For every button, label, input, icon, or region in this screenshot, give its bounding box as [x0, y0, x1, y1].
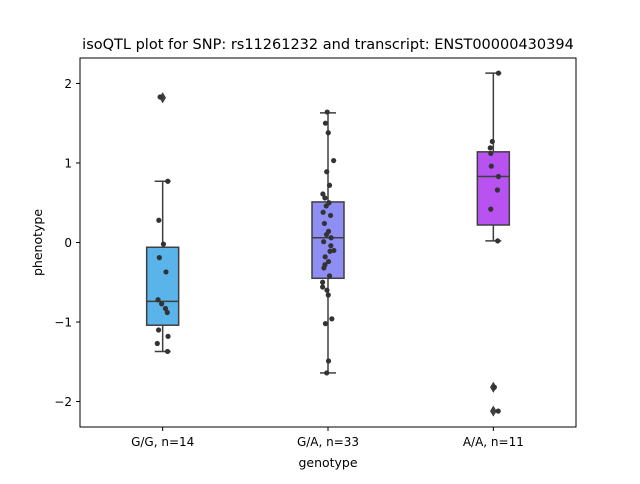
data-point — [325, 258, 332, 265]
data-point — [321, 265, 327, 271]
box-group-2 — [311, 112, 345, 374]
data-point — [495, 173, 502, 180]
data-point — [324, 169, 330, 175]
chart-title: isoQTL plot for SNP: rs11261232 and tran… — [82, 37, 574, 53]
data-point — [155, 327, 162, 333]
axes: −2 −1 0 1 2 G/G, n=14 G/A, n=33 A/A, n=11 — [54, 77, 524, 449]
data-point — [165, 333, 171, 339]
data-point — [156, 255, 162, 261]
data-point — [320, 284, 326, 290]
data-point — [487, 145, 493, 151]
data-point — [162, 305, 169, 312]
data-point — [156, 217, 162, 223]
data-point — [321, 239, 327, 245]
data-point — [494, 187, 501, 193]
data-point — [488, 163, 494, 169]
data-point — [488, 150, 494, 157]
x-tick-label: G/G, n=14 — [131, 435, 194, 449]
y-tick-label: −1 — [54, 316, 72, 330]
iqr-box — [476, 151, 511, 226]
data-point — [154, 340, 160, 347]
data-point — [328, 235, 334, 241]
data-point — [325, 358, 332, 364]
data-point — [159, 301, 165, 307]
iqr-box — [311, 201, 345, 280]
data-point — [324, 370, 330, 376]
x-axis-label: genotype — [298, 455, 357, 470]
data-point — [491, 384, 497, 390]
data-point — [322, 254, 328, 260]
y-tick-label: −2 — [54, 395, 72, 409]
x-tick-label: A/A, n=11 — [463, 435, 524, 449]
data-point — [324, 287, 330, 293]
data-point — [324, 109, 330, 115]
outlier-marker — [489, 405, 497, 417]
data-point — [326, 273, 333, 279]
data-point — [331, 157, 337, 164]
data-point — [160, 241, 167, 247]
data-point — [327, 248, 333, 254]
data-point — [164, 348, 171, 355]
data-point — [155, 297, 161, 303]
data-point — [322, 195, 328, 201]
plot-area — [145, 70, 511, 417]
y-tick-label: 0 — [64, 236, 72, 250]
box-group-1 — [145, 92, 180, 353]
data-point — [323, 203, 329, 209]
x-tick-label: G/A, n=33 — [297, 435, 359, 449]
y-axis-label: phenotype — [30, 209, 45, 276]
box-group-3 — [476, 72, 511, 417]
data-point — [322, 120, 329, 126]
data-point — [495, 70, 502, 76]
data-point — [321, 220, 328, 227]
data-point — [495, 408, 501, 414]
data-point — [488, 206, 494, 212]
data-point — [325, 292, 331, 298]
data-point — [320, 191, 326, 197]
iqr-box — [145, 246, 180, 326]
data-point — [320, 209, 326, 215]
data-point — [329, 316, 335, 322]
data-point — [326, 182, 333, 188]
data-point — [328, 243, 334, 249]
data-point — [327, 212, 334, 219]
data-point — [164, 309, 170, 316]
data-point — [165, 178, 171, 184]
data-point — [495, 238, 501, 244]
y-tick-label: 2 — [64, 77, 72, 91]
data-point — [322, 321, 329, 327]
y-tick-label: 1 — [64, 156, 72, 170]
data-point — [163, 269, 169, 275]
data-point — [489, 138, 495, 145]
data-point — [323, 231, 330, 238]
data-point — [325, 130, 331, 136]
data-point — [157, 94, 163, 100]
data-point — [320, 279, 326, 285]
